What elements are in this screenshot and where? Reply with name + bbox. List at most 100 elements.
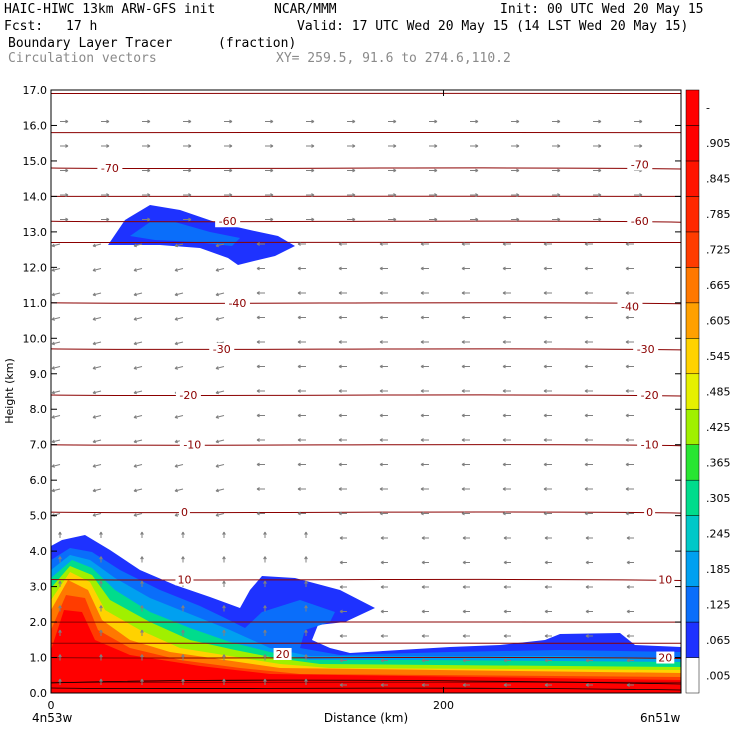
vector-177 [543,413,552,418]
legend-label-0: .005 [706,669,731,682]
vector-245 [256,291,265,295]
isotherm-label-14: 10 [177,573,191,586]
vector-182 [133,390,143,395]
vector-156 [297,438,306,442]
vector-107 [133,513,143,517]
vector-135 [51,464,61,468]
vector-1 [99,678,103,685]
y-tick-label-14: 14.0 [23,190,48,203]
isotherm-label-4: -40 [228,297,246,310]
y-tick-label-11: 11.0 [23,297,48,310]
vector-196 [92,366,102,370]
vector-342 [552,144,561,148]
vector-117 [543,511,552,516]
vector-59 [626,609,634,614]
isotherm-unlabeled-4 [51,195,681,198]
vector-86 [503,560,511,565]
vector-282 [543,242,552,246]
vector-202 [338,364,347,369]
y-tick-label-5: 5.0 [30,510,48,523]
isotherm-label-2: -60 [219,215,237,228]
vector-68 [380,585,388,589]
vector-189 [420,389,429,393]
vector-238 [584,315,593,320]
vector-234 [420,315,429,320]
vector-325 [470,168,479,173]
vector-119 [625,511,634,516]
vector-333 [183,144,192,148]
legend-label-8: .485 [706,386,731,399]
vector-352 [347,119,356,124]
isotherm-label-17: 20 [658,652,672,665]
vector-12 [544,683,552,687]
vector-236 [502,315,511,320]
vector-345 [60,119,69,124]
vector-46 [99,605,103,612]
vector-83 [380,560,388,565]
vector-121 [92,488,102,493]
isotherm-1 [51,220,681,223]
vector-194 [625,389,634,393]
vector-190 [461,389,470,393]
legend-label-12: .725 [706,244,731,257]
vector-308 [388,193,397,197]
vector-244 [215,292,225,297]
vector-224 [625,340,634,344]
vector-270 [51,243,61,248]
isotherm-label-bg-4 [224,296,250,309]
isotherm-label-bg-12 [178,506,190,519]
vector-106 [92,513,102,517]
vector-298 [593,217,602,222]
isotherm-label-bg-11 [637,438,663,451]
vector-162 [543,438,552,442]
vector-328 [593,168,602,173]
vector-5 [263,678,267,685]
x-axis-title: Distance (km) [324,711,408,725]
vector-164 [625,438,634,442]
vector-176 [502,413,511,418]
vector-217 [338,340,347,344]
vector-314 [634,193,643,197]
isotherm-label-5: -40 [621,300,639,313]
vector-248 [379,291,388,295]
vector-148 [584,462,593,467]
y-tick-label-0: 0.0 [30,687,48,700]
vector-112 [338,511,347,516]
isotherm-unlabeled-2 [51,621,681,623]
surface-line-1 [51,679,681,685]
vector-223 [584,340,593,344]
vector-154 [215,439,225,444]
vector-27 [544,658,552,663]
vector-35 [263,629,267,636]
vector-171 [297,413,306,418]
vector-99 [421,536,429,540]
vector-92 [140,531,144,538]
vector-159 [420,438,429,442]
vector-343 [593,144,602,148]
vector-89 [626,560,634,565]
vector-297 [552,217,561,222]
vector-275 [256,242,265,246]
vector-144 [420,462,429,467]
isotherm-label-13: 0 [646,506,653,519]
vector-203 [379,364,388,369]
vector-48 [181,605,185,612]
vector-85 [462,560,470,565]
legend-swatch-14 [685,160,700,197]
vector-336 [306,144,315,148]
vector-326 [511,168,520,173]
vector-184 [215,390,225,395]
vector-267 [543,266,552,271]
vector-284 [625,242,634,246]
vector-114 [420,511,429,516]
vector-56 [503,609,511,614]
vector-173 [379,413,388,418]
legend-label-4: .245 [706,527,731,540]
legend-swatch-16 [685,89,700,126]
vector-357 [552,119,561,124]
vector-344 [634,144,643,148]
vector-34 [222,629,226,636]
vector-261 [297,266,306,271]
y-tick-label-7: 7.0 [30,439,48,452]
vector-313 [593,193,602,197]
